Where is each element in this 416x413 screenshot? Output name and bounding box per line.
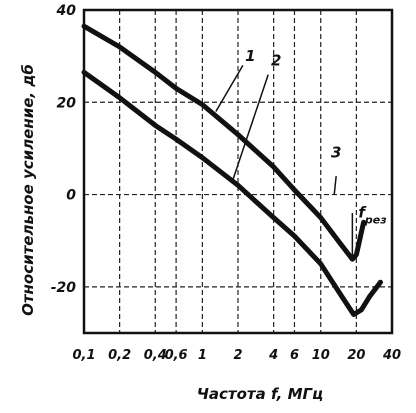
x-tick-label: 0,2 [108,348,131,363]
chart-frame [82,8,394,335]
x-tick-label: 1 [198,348,207,363]
x-tick-label: 10 [312,348,330,363]
chart-curves [81,23,383,317]
y-axis-label: Относительное усиление, дб [19,64,37,316]
series-1-label: 1 [245,47,255,65]
y-tick-label: 0 [66,188,76,204]
y-tick-label: -20 [51,280,77,296]
series-2-leader [231,74,269,181]
series-2-label: 2 [271,51,281,69]
series-2-line [81,69,383,317]
line-3-label: 3 [331,144,341,162]
x-tick-label: 40 [382,348,401,363]
x-tick-label: 4 [268,348,278,363]
plot-frame [82,8,394,335]
y-tick-label: 20 [57,95,77,111]
line-3-leader [333,176,337,195]
y-tick-label: 40 [56,3,77,19]
series-1-line [81,23,367,262]
x-tick-label: 6 [290,348,299,363]
x-tick-label: 2 [233,348,242,363]
x-axis-label: Частота f, МГц [197,385,323,403]
x-tick-label: 0,4 [144,348,167,363]
chart-grid [84,10,392,333]
x-tick-label: 20 [347,348,365,363]
series-1-leader [215,64,244,112]
x-tick-label: 0,6 [165,348,188,363]
x-tick-label: 0,1 [72,348,95,363]
resonance-label-subscript: рез [364,214,387,227]
